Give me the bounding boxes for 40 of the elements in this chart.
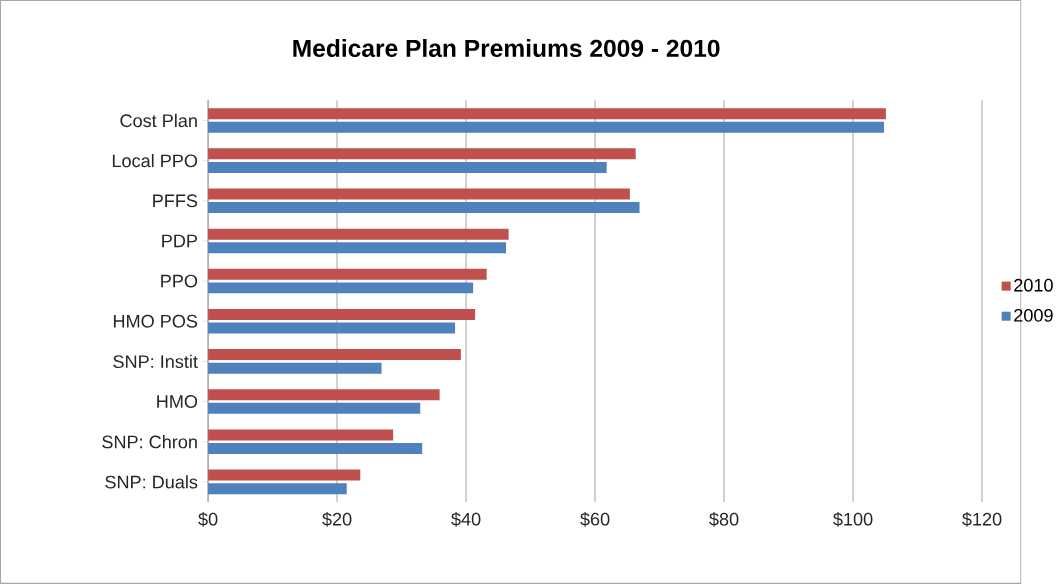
bar (208, 402, 421, 414)
x-tick-label: $0 (198, 512, 218, 527)
legend-label: 2010 (1014, 278, 1053, 292)
bar (208, 228, 509, 240)
x-tick-label: $20 (322, 512, 352, 527)
y-tick-label: HMO POS (113, 314, 198, 328)
y-tick-label: SNP: Chron (102, 435, 197, 449)
bar (208, 362, 382, 374)
bar (208, 309, 476, 320)
bar (208, 108, 886, 120)
y-tick-label: PDP (162, 234, 198, 248)
bar (208, 389, 440, 401)
y-tick-label: SNP: Duals (105, 475, 198, 489)
bar (208, 148, 636, 160)
bar (208, 268, 487, 280)
bar (208, 349, 461, 361)
x-tick-label: $80 (709, 512, 739, 527)
bar (208, 429, 394, 441)
bar (208, 469, 361, 481)
bar (208, 161, 607, 173)
y-tick-label: PFFS (153, 194, 198, 208)
bar (208, 242, 507, 254)
bar (208, 322, 456, 334)
y-tick-label: Local PPO (112, 154, 198, 168)
y-tick-label: SNP: Instit (113, 354, 198, 369)
bar (208, 202, 640, 214)
bar (208, 483, 347, 495)
bar (208, 188, 630, 200)
bar (208, 282, 474, 294)
chart-title: Medicare Plan Premiums 2009 - 2010 (293, 39, 720, 58)
x-tick-label: $60 (580, 512, 610, 527)
x-tick-label: $100 (833, 512, 873, 527)
x-tick-label: $120 (962, 512, 1002, 527)
y-tick-label: Cost Plan (120, 113, 197, 128)
bar (208, 121, 884, 133)
y-tick-label: HMO (157, 395, 198, 408)
bar (208, 443, 423, 455)
x-tick-label: $40 (451, 512, 481, 527)
legend-label: 2009 (1014, 308, 1053, 322)
y-tick-label: PPO (161, 274, 198, 288)
